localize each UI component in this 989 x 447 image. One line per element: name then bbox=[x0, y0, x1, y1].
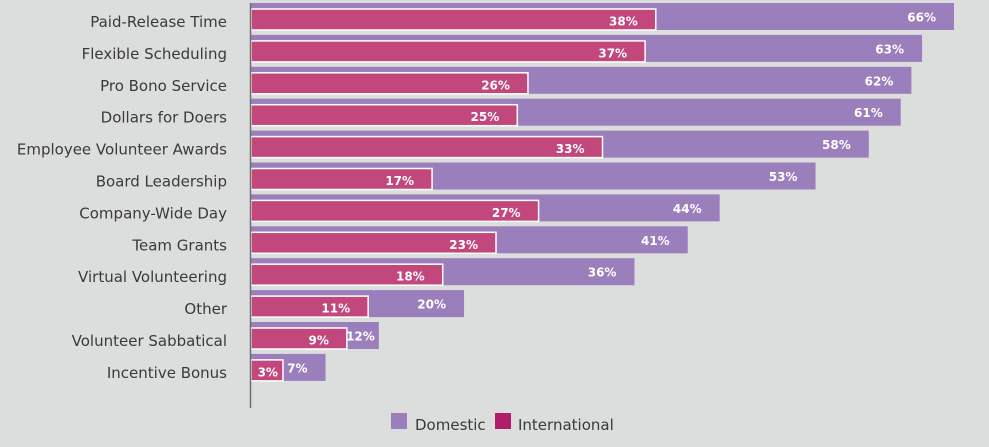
value-label-domestic: 44% bbox=[673, 202, 702, 216]
value-label-domestic: 53% bbox=[769, 170, 798, 184]
value-label-international: 37% bbox=[598, 46, 627, 60]
value-label-international: 3% bbox=[258, 365, 278, 379]
value-label-domestic: 12% bbox=[346, 330, 375, 344]
bar-international bbox=[250, 295, 369, 318]
category-label: Team Grants bbox=[131, 236, 227, 254]
category-label: Virtual Volunteering bbox=[78, 268, 227, 286]
category-label: Employee Volunteer Awards bbox=[17, 141, 227, 159]
category-label: Company-Wide Day bbox=[79, 204, 227, 222]
value-label-domestic: 66% bbox=[907, 11, 936, 25]
value-label-domestic: 58% bbox=[822, 138, 851, 152]
value-label-international: 18% bbox=[396, 270, 425, 284]
value-label-international: 33% bbox=[556, 142, 585, 156]
bar-international bbox=[250, 135, 604, 159]
value-label-domestic: 36% bbox=[588, 266, 617, 280]
value-label-international: 23% bbox=[449, 238, 478, 252]
value-label-domestic: 61% bbox=[854, 106, 883, 120]
value-label-domestic: 20% bbox=[417, 298, 446, 312]
bars-group: 66% 38% 63% 37% 62% 26% 61% 25% 58% 33% 53% 17% 44% 2… bbox=[250, 3, 954, 382]
value-label-international: 25% bbox=[471, 110, 500, 124]
legend-label-domestic: Domestic bbox=[415, 416, 486, 434]
value-label-international: 17% bbox=[385, 174, 414, 188]
value-label-international: 38% bbox=[609, 15, 638, 29]
value-label-domestic: 41% bbox=[641, 234, 670, 248]
value-label-international: 27% bbox=[492, 206, 521, 220]
value-label-international: 9% bbox=[308, 334, 328, 348]
legend-label-international: International bbox=[518, 416, 614, 434]
category-labels: Paid-Release Time Flexible Scheduling Pro … bbox=[17, 13, 228, 382]
value-label-domestic: 63% bbox=[875, 42, 904, 56]
category-label: Flexible Scheduling bbox=[82, 45, 227, 63]
category-label: Board Leadership bbox=[96, 173, 227, 191]
legend-swatch-international bbox=[495, 413, 511, 429]
category-label: Pro Bono Service bbox=[100, 77, 227, 95]
value-label-domestic: 62% bbox=[865, 74, 894, 88]
category-label: Incentive Bonus bbox=[107, 364, 227, 382]
category-label: Paid-Release Time bbox=[90, 13, 227, 31]
value-label-international: 11% bbox=[321, 302, 350, 316]
bar-international bbox=[250, 327, 348, 350]
category-label: Volunteer Sabbatical bbox=[72, 332, 227, 350]
legend-swatch-domestic bbox=[391, 413, 407, 429]
bar-international bbox=[250, 40, 646, 63]
bar-international bbox=[250, 8, 657, 31]
legend: Domestic International bbox=[391, 413, 614, 434]
category-label: Dollars for Doers bbox=[101, 109, 228, 127]
value-label-international: 26% bbox=[481, 78, 510, 92]
category-label: Other bbox=[184, 300, 227, 318]
value-label-domestic: 7% bbox=[287, 361, 307, 375]
